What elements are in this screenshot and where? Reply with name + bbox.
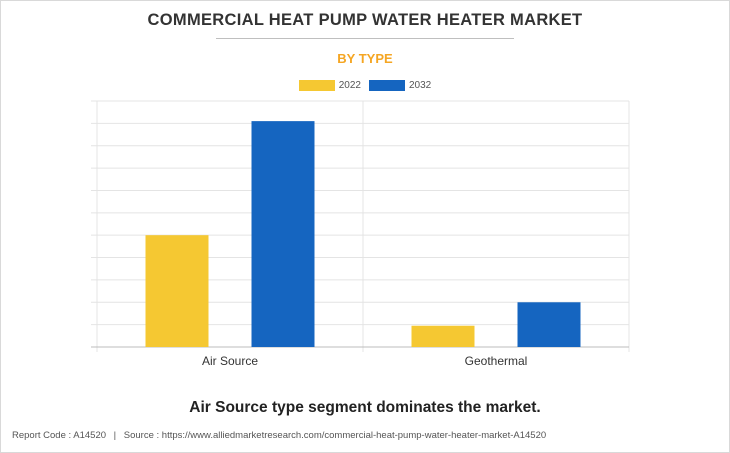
legend-swatch-2022 bbox=[298, 80, 335, 91]
x-tick-label-geothermal: Geothermal bbox=[465, 354, 528, 368]
source-link[interactable]: Source : https://www.alliedmarketresearc… bbox=[123, 430, 547, 441]
legend-label-2032: 2032 bbox=[409, 80, 432, 91]
chart-title: COMMERCIAL HEAT PUMP WATER HEATER MARKET bbox=[147, 11, 583, 29]
chart-caption: Air Source type segment dominates the ma… bbox=[189, 399, 541, 416]
legend: 2022 2032 bbox=[0, 80, 730, 91]
legend-label-2022: 2022 bbox=[338, 80, 361, 91]
footer-separator: | bbox=[113, 430, 117, 441]
legend-item-2022[interactable]: 2022 bbox=[298, 80, 361, 91]
chart-subtitle: BY TYPE bbox=[337, 51, 393, 66]
x-tick-label-air-source: Air Source bbox=[202, 354, 258, 368]
bar-air-source-2022 bbox=[145, 235, 209, 347]
legend-swatch-2032 bbox=[369, 80, 405, 91]
footer: Report Code : A14520 | Source : https://… bbox=[12, 430, 546, 441]
bar-geothermal-2022 bbox=[411, 325, 475, 347]
legend-item-2032[interactable]: 2032 bbox=[369, 80, 431, 91]
bar-geothermal-2032 bbox=[517, 302, 581, 347]
title-divider bbox=[216, 38, 514, 39]
bar-air-source-2032 bbox=[251, 121, 315, 347]
report-code: Report Code : A14520 bbox=[12, 430, 107, 441]
